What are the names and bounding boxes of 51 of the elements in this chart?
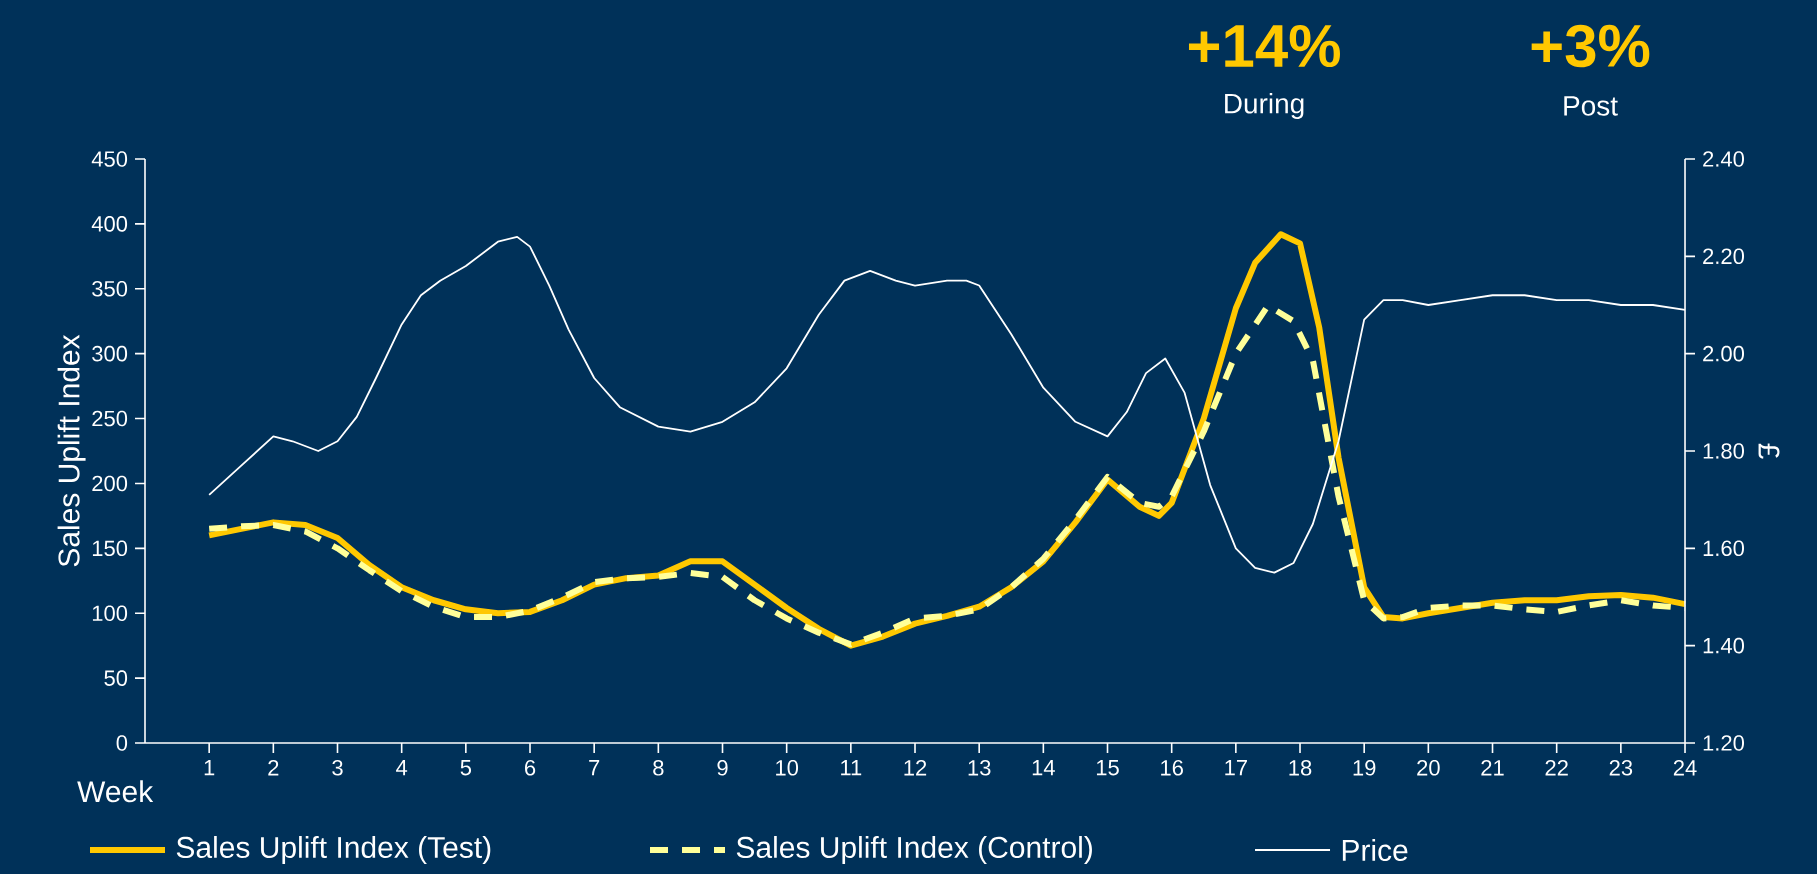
legend-label: Price — [1342, 838, 1408, 861]
y2-tick-label: 1.60 — [1703, 540, 1745, 557]
y-tick-label: 100 — [92, 605, 128, 622]
x-tick-label: 24 — [1673, 760, 1697, 776]
y2-tick-label: 2.00 — [1703, 345, 1745, 362]
legend-label: Sales Uplift Index (Test) — [176, 836, 491, 864]
x-axis-title: Week — [77, 780, 154, 803]
y2-tick-label: 1.40 — [1703, 637, 1745, 654]
y-tick-label: 0 — [116, 735, 128, 751]
x-tick-label: 23 — [1609, 760, 1633, 776]
x-tick-label: 9 — [717, 760, 728, 776]
y-tick-label: 200 — [92, 475, 128, 492]
x-tick-label: 12 — [904, 760, 927, 776]
text: +14% — [1188, 24, 1340, 68]
x-tick-label: 7 — [589, 760, 600, 776]
x-tick-label: 1 — [204, 760, 215, 776]
y2-axis-title: £ — [1758, 443, 1780, 459]
x-tick-label: 15 — [1096, 760, 1119, 776]
y-tick-label: 450 — [91, 151, 128, 167]
text: Post — [1564, 96, 1618, 116]
y-tick-label: 50 — [104, 670, 128, 686]
y-tick-label: 350 — [92, 280, 128, 297]
x-tick-label: 10 — [776, 760, 799, 776]
x-tick-label: 18 — [1289, 760, 1312, 776]
x-tick-label: 5 — [460, 760, 472, 776]
x-tick-label: 17 — [1225, 760, 1247, 776]
x-tick-label: 4 — [396, 760, 408, 776]
x-tick-label: 3 — [332, 760, 343, 776]
text: +3% — [1531, 24, 1650, 68]
y2-tick-label: 2.40 — [1703, 151, 1745, 167]
x-tick-label: 13 — [968, 760, 991, 776]
x-tick-label: 8 — [653, 760, 664, 776]
x-tick-label: 14 — [1032, 760, 1055, 776]
y-axis-title: Sales Uplift Index — [57, 334, 86, 567]
x-tick-label: 19 — [1353, 760, 1376, 776]
x-tick-label: 21 — [1481, 760, 1504, 776]
legend-label: Sales Uplift Index (Control) — [736, 836, 1092, 864]
y2-tick-label: 1.80 — [1703, 443, 1745, 459]
y-tick-label: 300 — [92, 345, 128, 362]
x-tick-label: 6 — [525, 760, 536, 776]
y2-tick-label: 2.20 — [1703, 248, 1745, 265]
x-tick-label: 11 — [841, 760, 862, 776]
y2-tick-label: 1.20 — [1703, 735, 1745, 751]
x-tick-label: 2 — [268, 760, 279, 776]
x-tick-label: 16 — [1161, 760, 1183, 776]
y-tick-label: 250 — [92, 410, 128, 427]
y-tick-label: 150 — [92, 540, 128, 557]
x-tick-label: 20 — [1417, 760, 1440, 776]
x-tick-label: 22 — [1545, 760, 1568, 776]
text: During — [1225, 92, 1304, 120]
y-tick-label: 400 — [91, 216, 128, 232]
